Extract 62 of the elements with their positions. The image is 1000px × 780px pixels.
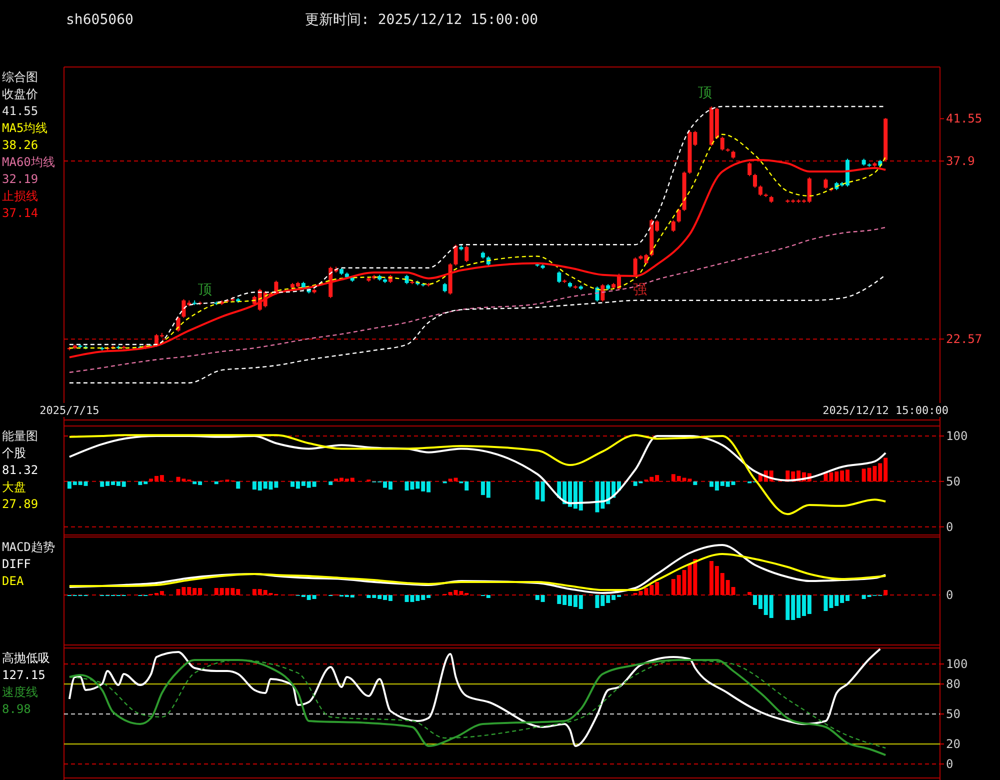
- text: 个股: [2, 446, 26, 460]
- text: 高抛低吸: [2, 651, 50, 665]
- y-tick-label: 41.55: [946, 112, 982, 126]
- chart-title: MACD趋势: [2, 540, 55, 554]
- bar: [748, 592, 752, 595]
- y-tick-label: 22.57: [946, 332, 982, 346]
- y-tick-label: 20: [946, 737, 960, 751]
- text: 27.89: [2, 497, 38, 511]
- text: MA60均线: [2, 155, 55, 169]
- text: sh605060: [66, 12, 134, 28]
- y-tick-label: 50: [946, 474, 960, 488]
- legend-title: 收盘价: [2, 87, 38, 101]
- text: 41.55: [2, 104, 38, 118]
- candlestick: [748, 162, 752, 177]
- text: DEA: [2, 574, 24, 588]
- candlestick: [557, 270, 562, 284]
- text: 81.32: [2, 463, 38, 477]
- candlestick: [600, 284, 605, 302]
- annotation: 强: [633, 282, 647, 298]
- bar: [884, 590, 888, 595]
- x-tick-label: 2025/7/15: [40, 404, 100, 417]
- candlestick: [676, 208, 681, 224]
- candlestick: [824, 178, 828, 190]
- line-series: [68, 274, 886, 384]
- text: 37.14: [2, 206, 38, 220]
- bar: [214, 481, 218, 484]
- text: 大盘: [2, 480, 26, 494]
- candlestick: [454, 244, 458, 266]
- bar: [693, 481, 698, 486]
- x-tick-label: 2025/12/12 15:00:00: [822, 404, 949, 417]
- candlestick: [671, 220, 676, 232]
- annotation: 顶: [198, 282, 212, 298]
- y-tick-label: 50: [946, 707, 960, 721]
- candlestick: [758, 184, 762, 196]
- candlestick: [404, 274, 409, 285]
- text: MA5均线: [2, 121, 48, 135]
- text: 127.15: [2, 668, 46, 682]
- bar: [236, 481, 240, 489]
- chart-title: 能量图: [2, 429, 38, 443]
- candlestick: [633, 256, 638, 277]
- line-series: [68, 226, 886, 373]
- y-tick-label: 0: [946, 520, 954, 534]
- y-tick-label: 0: [946, 757, 954, 771]
- chart-title: 综合图: [2, 70, 38, 84]
- y-tick-label: 100: [946, 428, 968, 443]
- annotation: 顶: [698, 85, 712, 101]
- text: 止损线: [2, 189, 38, 203]
- text: DIFF: [2, 557, 31, 571]
- candlestick: [720, 136, 724, 152]
- y-tick-label: 80: [946, 677, 960, 691]
- candlestick: [753, 173, 758, 188]
- text: 更新时间: 2025/12/12 15:00:00: [305, 12, 538, 28]
- text: 38.26: [2, 138, 38, 152]
- y-tick-label: 100: [946, 657, 968, 671]
- text: 32.19: [2, 172, 38, 186]
- y-tick-label: 37.9: [946, 154, 975, 168]
- bar: [328, 481, 333, 486]
- line-series: [68, 158, 887, 358]
- text: 速度线: [2, 685, 38, 699]
- candlestick: [442, 282, 447, 293]
- candlestick: [464, 245, 469, 263]
- text: 8.98: [2, 702, 31, 716]
